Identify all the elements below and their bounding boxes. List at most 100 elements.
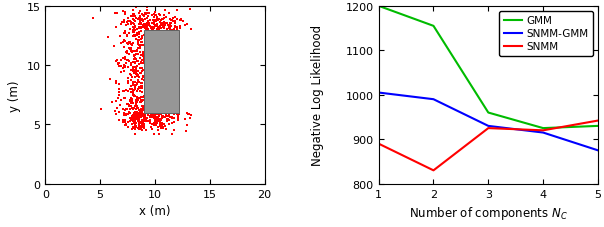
Point [134, 23, 144, 27]
SNMM [375, 143, 382, 145]
Point [153, 129, 162, 133]
Point [158, 18, 168, 21]
Point [165, 24, 175, 28]
Point [121, 62, 130, 66]
Point [141, 13, 151, 17]
Point [129, 84, 139, 87]
Point [147, 114, 156, 118]
Point [123, 90, 133, 94]
Point [124, 41, 133, 44]
Point [146, 19, 155, 22]
Point [128, 66, 138, 70]
Point [154, 118, 164, 121]
Point [129, 93, 138, 97]
Point [147, 125, 156, 129]
Point [153, 26, 162, 30]
Point [143, 15, 153, 19]
Point [131, 58, 141, 61]
Point [155, 14, 165, 17]
Y-axis label: Negative Log Likelihood: Negative Log Likelihood [311, 25, 324, 165]
Point [130, 119, 140, 123]
Point [136, 111, 146, 115]
Point [137, 44, 147, 47]
Point [153, 116, 163, 119]
Point [167, 22, 176, 26]
Point [130, 75, 140, 79]
Point [161, 114, 171, 117]
Point [121, 65, 130, 69]
Point [127, 116, 137, 120]
Point [156, 24, 166, 28]
Point [124, 47, 134, 51]
Point [125, 73, 135, 77]
Point [120, 109, 129, 113]
Point [136, 110, 146, 113]
Point [135, 109, 144, 112]
Point [143, 27, 152, 30]
Point [185, 117, 195, 120]
Point [147, 128, 156, 131]
Point [130, 26, 140, 29]
Point [152, 20, 161, 24]
Point [127, 44, 137, 48]
Point [128, 114, 138, 118]
Point [170, 25, 180, 29]
Point [135, 57, 145, 60]
Point [149, 16, 159, 20]
Point [144, 23, 154, 27]
Point [142, 24, 152, 28]
Point [132, 96, 142, 100]
Point [124, 125, 133, 129]
Point [173, 117, 183, 120]
Point [133, 47, 143, 50]
Point [112, 59, 122, 63]
Point [164, 27, 174, 30]
Point [139, 123, 149, 127]
Point [182, 23, 192, 27]
Point [140, 113, 150, 116]
Point [182, 111, 191, 115]
Point [130, 69, 140, 72]
Point [138, 99, 147, 103]
Point [152, 28, 162, 32]
Point [123, 66, 133, 69]
Point [137, 111, 147, 114]
Point [164, 12, 173, 16]
Point [137, 116, 146, 120]
Point [150, 120, 159, 123]
Point [129, 19, 139, 22]
Point [138, 70, 147, 74]
GMM [539, 127, 547, 130]
Point [123, 59, 132, 62]
Point [129, 70, 138, 73]
Point [172, 113, 182, 117]
Point [135, 23, 145, 27]
Point [122, 50, 132, 54]
Point [120, 66, 130, 70]
Point [153, 27, 163, 31]
Point [169, 116, 179, 120]
Point [114, 96, 123, 100]
Point [140, 27, 150, 31]
Point [150, 114, 160, 117]
Point [132, 117, 142, 121]
Point [150, 113, 160, 116]
Point [115, 94, 124, 97]
Point [126, 50, 135, 54]
Point [130, 50, 140, 54]
Point [169, 121, 179, 125]
Point [117, 21, 126, 25]
Point [160, 24, 170, 27]
Point [124, 104, 134, 108]
Point [126, 74, 136, 78]
Point [158, 115, 167, 118]
Bar [144, 30, 179, 113]
Point [123, 77, 132, 81]
Point [135, 33, 144, 36]
Point [111, 12, 120, 16]
Point [145, 114, 155, 118]
Point [158, 121, 167, 125]
Point [136, 113, 146, 116]
Point [147, 28, 157, 32]
Point [132, 65, 141, 69]
